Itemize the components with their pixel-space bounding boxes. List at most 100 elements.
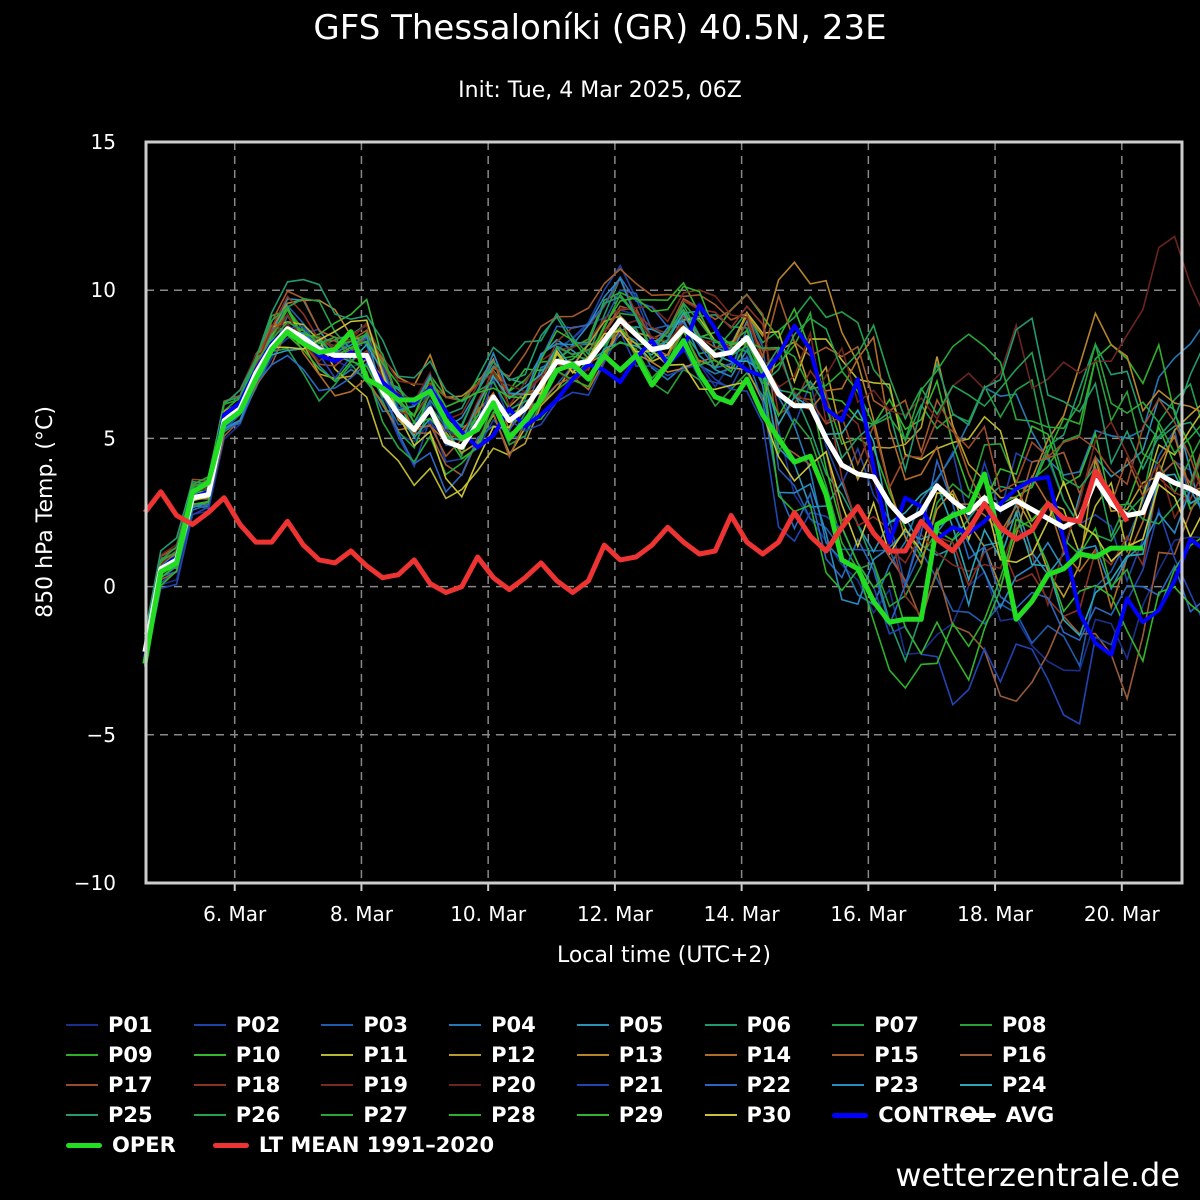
y-tick-label: −10	[74, 871, 116, 895]
legend-swatch	[66, 1114, 98, 1116]
legend-label: P14	[746, 1043, 792, 1067]
legend-label: P23	[874, 1073, 919, 1097]
legend-item-p14: P14	[704, 1040, 792, 1070]
legend-label: P02	[235, 1013, 281, 1037]
x-tick-labels: 6. Mar 8. Mar 10. Mar 12. Mar 14. Mar 16. Mar…	[203, 883, 1161, 926]
member-line-p30	[144, 319, 1200, 649]
legend-swatch	[704, 1114, 737, 1116]
legend-item-p27: P27	[321, 1100, 408, 1130]
legend-item-oper: OPER	[66, 1130, 176, 1160]
legend-swatch	[832, 1054, 865, 1056]
legend-swatch	[576, 1114, 609, 1116]
legend-swatch	[449, 1114, 482, 1116]
legend-swatch	[193, 1084, 226, 1086]
legend-swatch	[66, 1054, 98, 1056]
legend-item-p17: P17	[66, 1070, 153, 1100]
legend-swatch	[832, 1084, 865, 1086]
legend-swatch	[449, 1024, 482, 1026]
legend-label: P20	[491, 1073, 536, 1097]
legend-item-p08: P08	[959, 1010, 1047, 1040]
series-line-control	[142, 303, 1200, 659]
legend-swatch	[193, 1054, 226, 1056]
legend-swatch	[704, 1054, 737, 1056]
legend-item-p20: P20	[449, 1070, 536, 1100]
legend-item-p11: P11	[321, 1040, 408, 1070]
legend-label: OPER	[112, 1133, 176, 1157]
legend-label: P09	[108, 1043, 153, 1067]
legend-item-p02: P02	[193, 1010, 281, 1040]
legend-swatch	[66, 1084, 98, 1086]
legend-label: P30	[746, 1103, 792, 1127]
legend-item-lt-mean-1991-2020: LT MEAN 1991–2020	[212, 1130, 495, 1160]
legend-item-p10: P10	[193, 1040, 281, 1070]
legend-label: P29	[618, 1103, 664, 1127]
site-credit: wetterzentrale.de	[895, 1156, 1180, 1194]
legend-swatch	[704, 1084, 737, 1086]
legend-swatch	[321, 1084, 354, 1086]
x-tick-label: 8. Mar	[330, 902, 394, 926]
legend-swatch	[576, 1054, 609, 1056]
legend-label: P10	[235, 1043, 281, 1067]
legend-label: LT MEAN 1991–2020	[258, 1133, 495, 1157]
legend-swatch	[321, 1114, 354, 1116]
y-tick-label: −5	[87, 723, 116, 747]
legend-item-avg: AVG	[959, 1100, 1055, 1130]
y-tick-label: 10	[91, 278, 116, 302]
member-line-p25	[144, 278, 1200, 635]
x-tick-label: 10. Mar	[450, 902, 527, 926]
plot-frame	[144, 140, 1184, 885]
x-tick-label: 20. Mar	[1084, 902, 1161, 926]
legend-item-p03: P03	[321, 1010, 408, 1040]
member-line-p13	[144, 261, 1200, 635]
member-line-p15	[144, 267, 1200, 644]
legend-label: P07	[874, 1013, 919, 1037]
legend-item-p22: P22	[704, 1070, 792, 1100]
legend-item-p29: P29	[576, 1100, 664, 1130]
series-line-oper	[142, 329, 1143, 665]
chart-title: GFS Thessaloníki (GR) 40.5N, 23E	[313, 8, 887, 48]
legend-label: P17	[108, 1073, 153, 1097]
x-tick-label: 14. Mar	[704, 902, 781, 926]
y-axis-label: 850 hPa Temp. (°C)	[33, 406, 58, 618]
legend-swatch	[449, 1054, 482, 1056]
legend-item-p28: P28	[449, 1100, 536, 1130]
legend-swatch	[959, 1024, 992, 1026]
legend-item-p05: P05	[576, 1010, 663, 1040]
member-line-p29	[144, 285, 1200, 682]
legend-label: P03	[363, 1013, 409, 1037]
x-tick-label: 16. Mar	[830, 902, 907, 926]
legend-swatch	[576, 1024, 609, 1026]
legend-item-p06: P06	[704, 1010, 791, 1040]
legend-label: P16	[1001, 1043, 1047, 1067]
legend-label: P21	[618, 1073, 664, 1097]
legend-swatch	[832, 1024, 865, 1026]
y-tick-label: 5	[103, 426, 116, 450]
legend-swatch	[704, 1024, 737, 1026]
y-tick-label: 15	[91, 130, 116, 154]
legend-swatch	[212, 1142, 249, 1148]
series-line-lt-mean-1991-2020	[142, 468, 1130, 595]
legend-swatch	[576, 1084, 609, 1086]
legend-label: P27	[363, 1103, 409, 1127]
grid-lines	[146, 142, 1182, 883]
legend-swatch	[832, 1112, 869, 1118]
legend-swatch	[959, 1112, 996, 1118]
legend-item-p15: P15	[832, 1040, 919, 1070]
legend-item-p19: P19	[321, 1070, 408, 1100]
legend-item-p26: P26	[193, 1100, 280, 1130]
ensemble-line-chart: 15 10 5 0 −5 −10 6. Mar 8. Mar 10. Mar 12. Mar 14…	[33, 130, 1200, 968]
legend-label: P18	[235, 1073, 281, 1097]
highlight-series	[142, 303, 1200, 665]
legend-item-p01: P01	[66, 1010, 153, 1040]
legend-item-p13: P13	[576, 1040, 663, 1070]
legend-item-p09: P09	[66, 1040, 153, 1070]
legend-label: P22	[746, 1073, 792, 1097]
legend-item-p18: P18	[193, 1070, 281, 1100]
legend-label: P28	[491, 1103, 536, 1127]
legend-item-p24: P24	[959, 1070, 1047, 1100]
legend-label: AVG	[1005, 1103, 1055, 1127]
legend-label: P04	[491, 1013, 536, 1037]
legend-item-p25: P25	[66, 1100, 153, 1130]
y-tick-labels: 15 10 5 0 −5 −10	[74, 130, 116, 895]
member-line-p20	[144, 235, 1200, 639]
